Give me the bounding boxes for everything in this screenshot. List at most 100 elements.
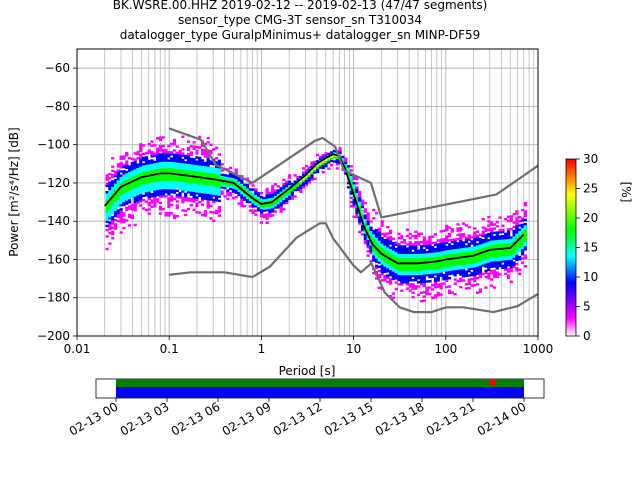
heatmap-cell: [200, 195, 205, 198]
heatmap-cell: [442, 273, 446, 277]
heatmap-cell: [147, 185, 151, 188]
heatmap-cell: [279, 189, 283, 192]
heatmap-cell: [164, 212, 168, 215]
heatmap-cell: [445, 237, 449, 240]
heatmap-cell: [349, 192, 353, 195]
heatmap-cell: [192, 160, 196, 163]
heatmap-cell: [492, 258, 497, 262]
heatmap-cell: [273, 199, 278, 203]
heatmap-cell: [495, 254, 499, 257]
heatmap-cell: [113, 212, 118, 216]
heatmap-cell: [377, 238, 381, 241]
heatmap-cell: [164, 150, 168, 154]
heatmap-cell: [492, 252, 497, 256]
heatmap-cell: [445, 277, 449, 280]
heatmap-cell: [363, 210, 367, 213]
heatmap-cell: [476, 264, 480, 267]
heatmap-cell: [164, 153, 168, 156]
heatmap-cell: [461, 253, 466, 257]
heatmap-cell: [349, 181, 353, 185]
heatmap-cell: [189, 168, 193, 171]
heatmap-cell: [226, 183, 230, 186]
heatmap-cell: [520, 223, 525, 227]
heatmap-cell: [425, 274, 429, 277]
heatmap-cell: [478, 250, 483, 253]
colorbar-tick-label: 5: [583, 300, 591, 314]
heatmap-cell: [293, 188, 297, 192]
heatmap-cell: [400, 274, 404, 278]
heatmap-cell: [229, 187, 233, 191]
heatmap-cell: [433, 243, 438, 247]
heatmap-cell: [433, 266, 438, 270]
heatmap-cell: [158, 187, 163, 190]
heatmap-cell: [234, 185, 238, 188]
heatmap-cell: [192, 191, 196, 195]
heatmap-cell: [304, 169, 308, 172]
y-axis-label: Power [m²/s⁴/Hz] [dB]: [7, 127, 21, 256]
heatmap-cell: [310, 165, 314, 169]
heatmap-cell: [461, 243, 466, 246]
heatmap-cell: [130, 170, 134, 173]
heatmap-cell: [186, 155, 191, 158]
heatmap-cell: [366, 212, 370, 215]
heatmap-cell: [209, 179, 213, 182]
heatmap-cell: [245, 196, 250, 199]
heatmap-cell: [473, 227, 477, 230]
heatmap-cell: [127, 175, 132, 179]
heatmap-cell: [445, 271, 449, 274]
heatmap-cell: [523, 256, 527, 259]
heatmap-cell: [374, 235, 379, 238]
heatmap-cell: [268, 197, 272, 201]
heatmap-cell: [301, 184, 306, 187]
heatmap-cell: [203, 184, 207, 188]
heatmap-cell: [245, 188, 250, 191]
heatmap-cell: [380, 264, 384, 267]
heatmap-cell: [459, 264, 463, 268]
heatmap-cell: [512, 261, 516, 264]
heatmap-cell: [386, 263, 390, 267]
heatmap-cell: [397, 283, 401, 286]
heatmap-cell: [184, 194, 188, 198]
heatmap-cell: [248, 205, 252, 208]
heatmap-cell: [487, 251, 491, 255]
heatmap-cell: [133, 223, 137, 227]
heatmap-cell: [518, 243, 522, 246]
heatmap-cell: [175, 158, 179, 161]
heatmap-cell: [127, 156, 132, 160]
heatmap-cell: [428, 269, 432, 272]
heatmap-cell: [487, 266, 491, 269]
heatmap-cell: [419, 259, 424, 263]
heatmap-cell: [481, 230, 485, 233]
heatmap-cell: [380, 245, 384, 248]
heatmap-cell: [259, 198, 264, 201]
heatmap-cell: [108, 177, 112, 180]
heatmap-cell: [467, 261, 471, 265]
heatmap-cell: [405, 266, 410, 269]
heatmap-cell: [105, 216, 109, 219]
heatmap-cell: [105, 214, 109, 217]
heatmap-cell: [209, 175, 213, 178]
heatmap-cell: [405, 243, 410, 246]
heatmap-cell: [167, 188, 171, 192]
heatmap-cell: [113, 179, 118, 182]
heatmap-cell: [192, 177, 196, 180]
heatmap-cell: [139, 157, 143, 161]
heatmap-cell: [108, 217, 112, 220]
heatmap-cell: [442, 240, 446, 243]
heatmap-cell: [523, 210, 527, 213]
heatmap-cell: [422, 284, 426, 288]
heatmap-cell: [484, 244, 488, 247]
heatmap-cell: [144, 158, 149, 161]
heatmap-cell: [403, 276, 407, 280]
heatmap-cell: [467, 244, 471, 248]
heatmap-cell: [492, 273, 497, 277]
heatmap-cell: [203, 165, 207, 169]
heatmap-cell: [495, 273, 499, 276]
heatmap-cell: [178, 149, 182, 153]
heatmap-cell: [200, 213, 205, 217]
heatmap-cell: [170, 163, 174, 167]
heatmap-cell: [383, 255, 387, 259]
heatmap-cell: [170, 174, 174, 177]
heatmap-cell: [425, 246, 429, 250]
heatmap-cell: [509, 257, 513, 260]
